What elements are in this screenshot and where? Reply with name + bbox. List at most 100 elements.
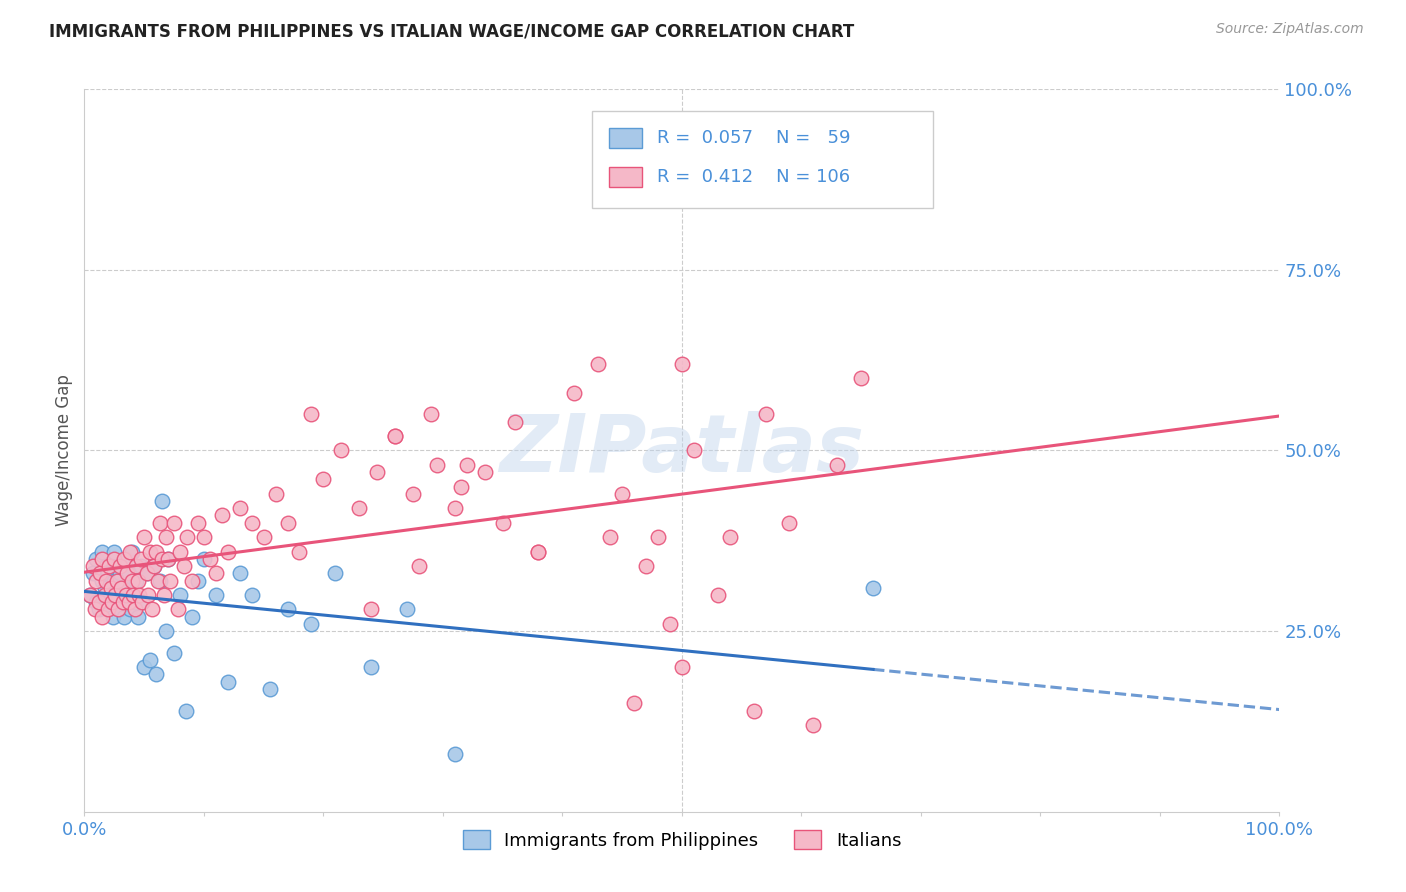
Point — [141, 602, 163, 616]
Point — [301, 616, 323, 631]
Point — [105, 595, 128, 609]
Point — [105, 574, 128, 588]
Point — [527, 544, 550, 558]
Point — [118, 602, 141, 616]
Point — [169, 544, 191, 558]
Point — [683, 443, 706, 458]
Point — [718, 169, 741, 183]
Point — [288, 544, 311, 558]
Point — [671, 660, 693, 674]
Point — [129, 559, 152, 574]
Point — [396, 602, 419, 616]
Point — [671, 357, 693, 371]
Point — [86, 551, 108, 566]
Point — [91, 609, 114, 624]
Point — [136, 588, 159, 602]
Point — [115, 588, 138, 602]
Point — [121, 588, 143, 602]
Point — [253, 530, 276, 544]
Text: R =  0.057    N =   59: R = 0.057 N = 59 — [657, 129, 851, 147]
Point — [166, 602, 188, 616]
Point — [264, 487, 287, 501]
Point — [125, 574, 148, 588]
Point — [110, 559, 132, 574]
Text: R =  0.412    N = 106: R = 0.412 N = 106 — [657, 169, 851, 186]
Point — [384, 429, 406, 443]
Point — [173, 559, 195, 574]
Point — [150, 551, 173, 566]
Point — [148, 574, 170, 588]
Point — [229, 501, 252, 516]
Point — [163, 516, 186, 530]
Y-axis label: Wage/Income Gap: Wage/Income Gap — [55, 375, 73, 526]
Point — [153, 588, 176, 602]
Point — [851, 371, 873, 385]
Point — [402, 487, 425, 501]
Point — [145, 544, 167, 558]
Point — [93, 581, 115, 595]
Point — [742, 704, 765, 718]
Point — [145, 667, 167, 681]
Point — [118, 544, 141, 558]
Point — [107, 559, 129, 574]
Point — [125, 559, 148, 574]
Point — [187, 516, 209, 530]
Point — [155, 624, 177, 639]
Point — [91, 551, 114, 566]
Point — [149, 574, 172, 588]
Point — [612, 487, 634, 501]
Point — [128, 588, 150, 602]
Point — [103, 544, 125, 558]
Point — [132, 530, 156, 544]
Point — [117, 566, 139, 581]
Point — [129, 551, 152, 566]
Point — [103, 551, 125, 566]
Point — [117, 595, 139, 609]
Point — [135, 566, 157, 581]
Point — [647, 530, 669, 544]
Point — [349, 501, 371, 516]
Point — [193, 551, 215, 566]
Point — [301, 407, 323, 421]
Point — [87, 595, 110, 609]
Point — [79, 588, 101, 602]
Point — [360, 602, 382, 616]
Point — [142, 559, 165, 574]
Point — [157, 551, 180, 566]
Point — [718, 530, 741, 544]
Point — [181, 609, 204, 624]
Point — [94, 574, 117, 588]
Point — [211, 508, 233, 523]
Point — [181, 574, 204, 588]
Point — [426, 458, 449, 472]
Point — [142, 559, 165, 574]
Point — [97, 566, 120, 581]
Point — [474, 465, 496, 479]
Point — [104, 588, 127, 602]
Point — [84, 602, 107, 616]
Point — [176, 530, 198, 544]
Point — [121, 574, 143, 588]
Point — [131, 595, 153, 609]
Point — [110, 581, 132, 595]
Point — [450, 480, 472, 494]
Point — [803, 718, 825, 732]
Point — [124, 595, 146, 609]
Point — [240, 516, 263, 530]
Point — [503, 415, 526, 429]
Point — [110, 566, 132, 581]
Point — [127, 574, 149, 588]
Legend: Immigrants from Philippines, Italians: Immigrants from Philippines, Italians — [456, 823, 908, 857]
Point — [101, 595, 124, 609]
Point — [98, 559, 121, 574]
Point — [408, 559, 430, 574]
Point — [155, 530, 177, 544]
Point — [444, 501, 467, 516]
Point — [79, 588, 101, 602]
Point — [862, 581, 884, 595]
Point — [86, 574, 108, 588]
Point — [169, 588, 191, 602]
Point — [91, 544, 114, 558]
FancyBboxPatch shape — [609, 167, 643, 187]
Point — [623, 696, 645, 710]
